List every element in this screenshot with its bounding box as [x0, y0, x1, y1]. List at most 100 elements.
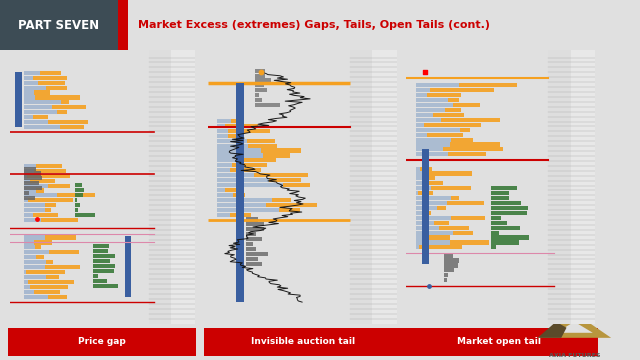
Bar	[230, 212, 251, 217]
Bar	[36, 164, 62, 168]
Bar	[444, 268, 454, 273]
Bar	[46, 260, 53, 264]
Bar	[24, 188, 36, 193]
Bar	[450, 143, 500, 147]
Bar	[218, 158, 241, 162]
Bar	[416, 201, 447, 205]
Bar	[225, 124, 258, 128]
Bar	[437, 206, 445, 210]
Bar	[15, 72, 22, 127]
Bar	[24, 213, 33, 217]
Bar	[24, 186, 42, 190]
Bar	[429, 88, 493, 93]
Bar	[416, 246, 419, 249]
Bar	[416, 147, 442, 152]
Text: Market Excess (extremes) Gaps, Tails, Open Tails (cont.): Market Excess (extremes) Gaps, Tails, Op…	[138, 20, 490, 30]
Bar	[74, 203, 81, 207]
Bar	[492, 196, 509, 200]
Bar	[218, 198, 272, 202]
Bar	[24, 235, 45, 240]
Bar	[416, 226, 439, 230]
Bar	[24, 184, 48, 188]
Bar	[36, 255, 44, 259]
Bar	[416, 235, 426, 240]
Bar	[416, 118, 441, 122]
Bar	[416, 84, 459, 87]
Bar	[74, 193, 83, 197]
Bar	[93, 249, 108, 253]
Bar	[269, 178, 301, 182]
Bar	[246, 242, 253, 246]
Bar	[416, 88, 429, 93]
Bar	[33, 76, 67, 80]
Bar	[492, 191, 509, 195]
Bar	[416, 211, 426, 215]
Bar	[93, 254, 115, 258]
Bar	[218, 144, 248, 148]
Bar	[441, 118, 500, 122]
Bar	[450, 240, 488, 244]
Bar	[45, 86, 67, 90]
Bar	[246, 217, 258, 221]
Bar	[30, 285, 68, 289]
Text: Price gap: Price gap	[78, 338, 126, 346]
Bar	[284, 183, 310, 187]
Bar	[416, 103, 453, 107]
Text: Invisible auction tail: Invisible auction tail	[251, 338, 355, 346]
Bar	[418, 191, 433, 195]
Bar	[445, 108, 461, 112]
Bar	[236, 83, 244, 302]
Bar	[74, 208, 78, 212]
Bar	[492, 186, 517, 190]
Bar	[24, 270, 26, 274]
Bar	[49, 250, 79, 255]
Bar	[459, 84, 517, 87]
Point	[424, 283, 434, 289]
Bar	[24, 100, 61, 104]
Bar	[255, 103, 280, 107]
Bar	[218, 153, 263, 158]
Bar	[24, 90, 35, 95]
Bar	[171, 50, 195, 324]
Bar	[266, 203, 317, 207]
Bar	[60, 125, 84, 129]
Bar	[24, 255, 36, 259]
Bar	[444, 278, 447, 282]
Bar	[255, 93, 259, 97]
Bar	[416, 216, 451, 220]
Bar	[24, 260, 46, 264]
Bar	[218, 208, 278, 212]
Bar	[24, 294, 48, 299]
Bar	[416, 221, 435, 225]
Bar	[416, 186, 431, 190]
Bar	[492, 216, 501, 220]
Bar	[24, 86, 45, 90]
Bar	[93, 259, 109, 263]
Bar	[416, 93, 427, 97]
Bar	[255, 69, 265, 73]
Bar	[254, 173, 308, 177]
Bar	[24, 110, 57, 114]
Bar	[24, 290, 34, 294]
Bar	[444, 258, 459, 262]
Bar	[35, 240, 52, 244]
Bar	[422, 149, 429, 264]
Bar	[28, 174, 70, 178]
Bar	[416, 196, 451, 200]
Bar	[57, 193, 95, 198]
Bar	[426, 211, 431, 215]
Bar	[33, 115, 48, 119]
Bar	[93, 244, 109, 248]
Bar	[218, 148, 260, 153]
Bar	[349, 50, 372, 324]
Bar	[218, 134, 228, 138]
Bar	[57, 110, 67, 114]
Bar	[38, 81, 65, 85]
Bar	[24, 125, 60, 129]
Polygon shape	[538, 322, 566, 338]
Bar	[24, 265, 45, 269]
Bar	[218, 178, 269, 182]
Bar	[0, 0, 118, 50]
Bar	[372, 50, 397, 324]
Bar	[420, 167, 432, 171]
